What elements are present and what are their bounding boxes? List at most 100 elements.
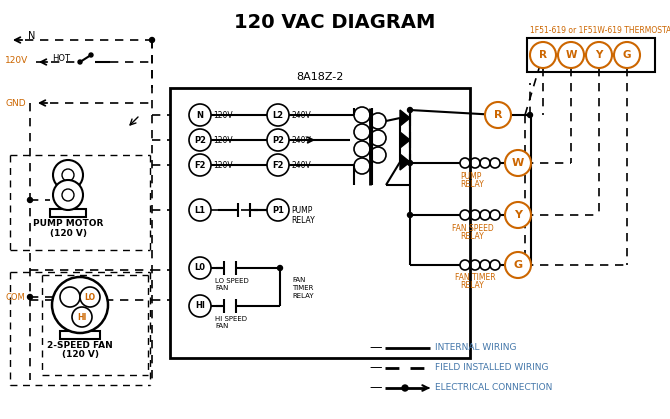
Circle shape bbox=[89, 53, 93, 57]
Text: HI SPEED: HI SPEED bbox=[215, 316, 247, 322]
Text: FAN: FAN bbox=[215, 285, 228, 291]
Text: TIMER: TIMER bbox=[292, 285, 314, 291]
Text: ELECTRICAL CONNECTION: ELECTRICAL CONNECTION bbox=[435, 383, 552, 393]
Text: W: W bbox=[565, 50, 577, 60]
Circle shape bbox=[267, 104, 289, 126]
Text: RELAY: RELAY bbox=[292, 293, 314, 299]
Circle shape bbox=[189, 154, 211, 176]
Text: 120V: 120V bbox=[5, 55, 28, 65]
Text: G: G bbox=[622, 50, 631, 60]
Bar bbox=[170, 88, 470, 358]
Circle shape bbox=[189, 257, 211, 279]
Polygon shape bbox=[400, 110, 410, 126]
Text: F2: F2 bbox=[194, 160, 206, 170]
Text: RELAY: RELAY bbox=[460, 232, 484, 241]
Circle shape bbox=[62, 169, 74, 181]
Text: L2: L2 bbox=[273, 111, 283, 119]
Circle shape bbox=[485, 102, 511, 128]
Circle shape bbox=[586, 42, 612, 68]
Text: COM: COM bbox=[5, 292, 25, 302]
Circle shape bbox=[267, 154, 289, 176]
Text: W: W bbox=[512, 158, 524, 168]
Circle shape bbox=[530, 42, 556, 68]
Text: RELAY: RELAY bbox=[291, 215, 315, 225]
Circle shape bbox=[402, 385, 408, 391]
Text: Y: Y bbox=[514, 210, 522, 220]
Text: LO SPEED: LO SPEED bbox=[215, 278, 249, 284]
Circle shape bbox=[527, 112, 533, 117]
Text: —: — bbox=[369, 382, 382, 395]
Circle shape bbox=[27, 295, 33, 300]
Text: G: G bbox=[513, 260, 523, 270]
Text: P1: P1 bbox=[272, 205, 284, 215]
Text: 120V: 120V bbox=[213, 160, 232, 170]
Text: 240V: 240V bbox=[291, 160, 311, 170]
Circle shape bbox=[149, 37, 155, 42]
Text: FAN: FAN bbox=[215, 323, 228, 329]
Circle shape bbox=[277, 266, 283, 271]
Text: L0: L0 bbox=[194, 264, 206, 272]
Circle shape bbox=[27, 197, 33, 202]
Text: 2-SPEED FAN: 2-SPEED FAN bbox=[47, 341, 113, 349]
Text: Y: Y bbox=[596, 50, 603, 60]
Text: L1: L1 bbox=[194, 205, 206, 215]
Text: (120 V): (120 V) bbox=[50, 228, 86, 238]
Text: R: R bbox=[539, 50, 547, 60]
Circle shape bbox=[52, 277, 108, 333]
Text: LO: LO bbox=[84, 292, 96, 302]
Text: P2: P2 bbox=[272, 135, 284, 145]
Circle shape bbox=[505, 202, 531, 228]
Text: RELAY: RELAY bbox=[460, 282, 484, 290]
Text: FAN: FAN bbox=[292, 277, 306, 283]
Text: FIELD INSTALLED WIRING: FIELD INSTALLED WIRING bbox=[435, 364, 549, 372]
Text: FAN TIMER: FAN TIMER bbox=[455, 274, 496, 282]
Circle shape bbox=[407, 160, 413, 166]
Text: P2: P2 bbox=[194, 135, 206, 145]
Text: INTERNAL WIRING: INTERNAL WIRING bbox=[435, 344, 517, 352]
Text: 120V: 120V bbox=[213, 135, 232, 145]
Circle shape bbox=[72, 307, 92, 327]
Bar bbox=[60, 331, 100, 339]
Text: GND: GND bbox=[5, 98, 25, 108]
Text: F2: F2 bbox=[272, 160, 284, 170]
Circle shape bbox=[60, 287, 80, 307]
Text: 240V: 240V bbox=[291, 135, 311, 145]
Circle shape bbox=[505, 150, 531, 176]
Text: PUMP: PUMP bbox=[460, 171, 481, 181]
Text: HI: HI bbox=[77, 313, 86, 321]
Circle shape bbox=[267, 199, 289, 221]
Text: PUMP MOTOR: PUMP MOTOR bbox=[33, 218, 103, 228]
Circle shape bbox=[558, 42, 584, 68]
Polygon shape bbox=[400, 154, 410, 170]
Text: —: — bbox=[369, 341, 382, 354]
Text: HOT: HOT bbox=[52, 54, 70, 62]
Text: 240V: 240V bbox=[291, 111, 311, 119]
Circle shape bbox=[267, 129, 289, 151]
Circle shape bbox=[80, 287, 100, 307]
Circle shape bbox=[78, 60, 82, 64]
Text: 120V: 120V bbox=[213, 111, 232, 119]
Text: (120 V): (120 V) bbox=[62, 351, 98, 360]
Circle shape bbox=[505, 252, 531, 278]
Text: RELAY: RELAY bbox=[460, 179, 484, 189]
Circle shape bbox=[53, 160, 83, 190]
Circle shape bbox=[189, 104, 211, 126]
Bar bbox=[50, 209, 86, 217]
Circle shape bbox=[189, 295, 211, 317]
Circle shape bbox=[614, 42, 640, 68]
Text: N: N bbox=[28, 31, 36, 41]
Text: 8A18Z-2: 8A18Z-2 bbox=[296, 72, 344, 82]
Circle shape bbox=[62, 189, 74, 201]
Text: —: — bbox=[369, 362, 382, 375]
Circle shape bbox=[189, 199, 211, 221]
Circle shape bbox=[189, 129, 211, 151]
Text: R: R bbox=[494, 110, 502, 120]
Text: 120 VAC DIAGRAM: 120 VAC DIAGRAM bbox=[234, 13, 436, 32]
Circle shape bbox=[407, 108, 413, 112]
Text: N: N bbox=[196, 111, 204, 119]
Text: FAN SPEED: FAN SPEED bbox=[452, 223, 494, 233]
Text: HI: HI bbox=[195, 302, 205, 310]
Text: PUMP: PUMP bbox=[291, 205, 312, 215]
Text: 1F51-619 or 1F51W-619 THERMOSTAT: 1F51-619 or 1F51W-619 THERMOSTAT bbox=[530, 26, 670, 34]
Circle shape bbox=[407, 212, 413, 217]
